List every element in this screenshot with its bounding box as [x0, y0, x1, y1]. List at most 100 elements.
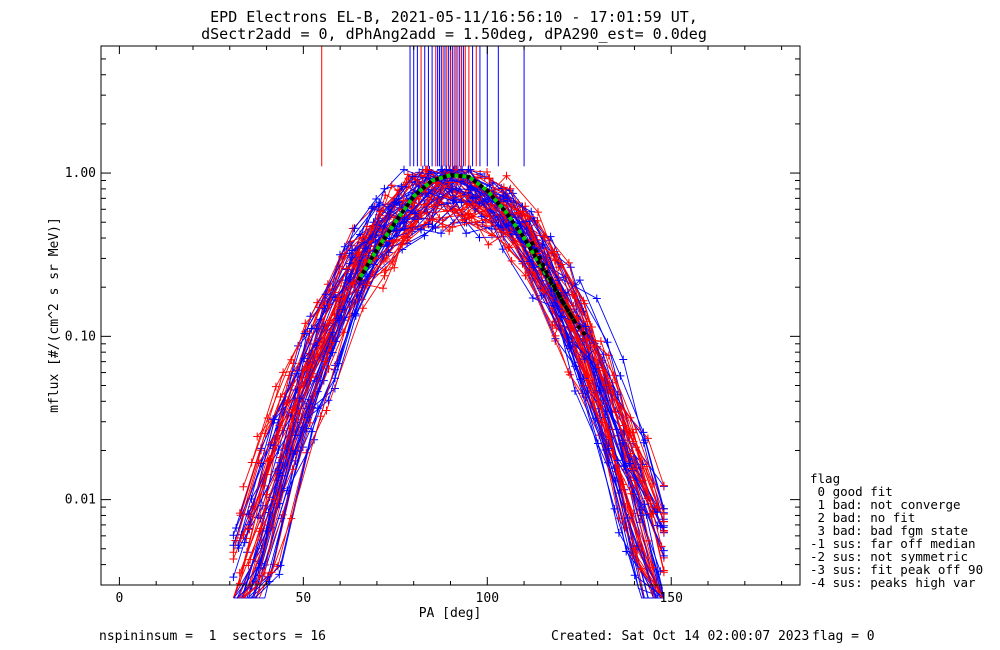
data-point	[569, 301, 578, 310]
data-point	[443, 206, 452, 215]
data-point	[569, 323, 578, 332]
data-point	[293, 369, 301, 378]
data-point	[539, 286, 548, 295]
data-point	[538, 240, 547, 249]
vertical-markers-layer	[321, 46, 525, 167]
data-point	[504, 221, 513, 230]
data-point	[411, 209, 420, 218]
data-point	[420, 231, 429, 240]
data-point	[291, 431, 300, 440]
data-point	[247, 458, 256, 467]
data-point	[498, 228, 506, 236]
data-point	[605, 381, 614, 389]
data-point	[321, 357, 330, 366]
data-point	[271, 382, 280, 391]
x-tick-label: 0	[115, 591, 123, 606]
data-point	[350, 262, 359, 270]
data-point	[629, 509, 638, 518]
data-point	[235, 579, 244, 588]
data-point	[331, 365, 340, 374]
data-point	[604, 444, 613, 453]
data-point	[642, 462, 651, 471]
data-point	[287, 514, 296, 523]
data-point	[324, 364, 333, 373]
legend-item: -4 sus: peaks high var	[810, 575, 976, 590]
fit-curve-alt	[356, 173, 578, 325]
data-point	[623, 514, 632, 522]
data-point	[580, 299, 589, 308]
data-point	[525, 212, 534, 221]
legend-item: 2 bad: no fit	[810, 510, 915, 525]
data-point	[528, 294, 537, 302]
data-point	[398, 240, 406, 249]
data-point	[464, 188, 473, 197]
data-point	[350, 224, 359, 233]
data-point	[275, 458, 284, 467]
data-point	[390, 263, 399, 272]
data-point	[610, 504, 619, 513]
data-point	[659, 568, 668, 577]
data-point	[581, 322, 590, 331]
legend-item: 1 bad: not converge	[810, 497, 961, 512]
data-point	[657, 542, 666, 551]
series-line	[238, 169, 654, 599]
data-point	[400, 165, 408, 174]
data-point	[573, 313, 582, 322]
data-point	[379, 284, 387, 293]
data-point	[307, 427, 316, 436]
data-point	[395, 219, 404, 228]
x-axis-label: PA [deg]	[419, 606, 482, 621]
data-point	[300, 329, 309, 338]
data-point	[387, 181, 396, 190]
legend-item: -3 sus: fit peak off 90	[810, 562, 983, 577]
data-point	[276, 561, 285, 570]
data-point	[652, 503, 661, 512]
data-point	[620, 462, 629, 471]
legend-item: 3 bad: bad fgm state	[810, 523, 968, 538]
data-point	[539, 232, 548, 241]
data-point	[399, 232, 408, 241]
data-point	[631, 443, 640, 452]
data-point	[339, 305, 347, 314]
data-point	[466, 185, 475, 194]
data-point	[313, 298, 322, 307]
data-point	[462, 192, 471, 200]
data-point	[605, 432, 614, 441]
data-point	[424, 169, 433, 178]
data-point	[283, 486, 292, 495]
data-point	[361, 244, 370, 253]
series-line	[233, 176, 658, 599]
data-point	[571, 387, 579, 395]
data-point	[348, 279, 357, 288]
data-point	[426, 215, 435, 224]
data-point	[475, 233, 484, 242]
data-point	[594, 398, 603, 406]
data-point	[347, 241, 356, 250]
data-point	[340, 242, 349, 251]
data-point	[564, 258, 573, 267]
data-point	[334, 294, 343, 303]
data-point	[502, 171, 511, 180]
data-point	[506, 184, 515, 193]
series-line	[255, 205, 665, 599]
footer-sectors-info: nspininsum = 1 sectors = 16	[99, 629, 326, 644]
fit-curve-tail	[529, 240, 589, 338]
data-point	[260, 569, 269, 577]
data-point	[278, 471, 287, 480]
data-point	[595, 386, 604, 395]
data-point	[592, 294, 601, 303]
data-point	[363, 272, 372, 281]
data-point	[324, 396, 333, 405]
data-point	[507, 256, 516, 265]
data-point	[568, 290, 577, 299]
data-point	[267, 568, 276, 577]
data-point	[263, 414, 272, 422]
data-point	[557, 260, 566, 269]
data-point	[636, 564, 645, 573]
data-point	[534, 208, 542, 217]
data-point	[550, 256, 559, 265]
data-point	[328, 348, 337, 357]
series-line	[258, 168, 665, 569]
data-point	[448, 185, 457, 193]
data-point	[499, 192, 508, 201]
